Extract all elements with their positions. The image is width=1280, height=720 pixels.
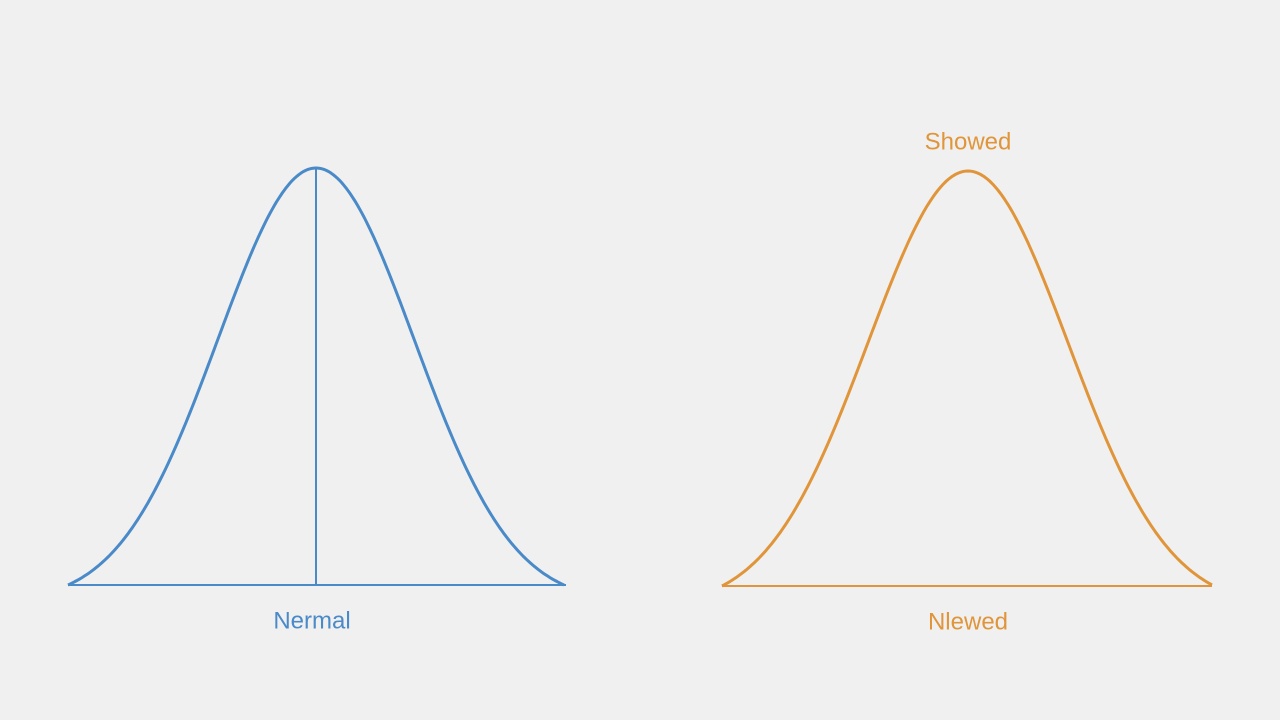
right-bell-curve	[721, 169, 1213, 588]
left-label: Nermal	[273, 607, 350, 634]
right-title: Showed	[925, 128, 1012, 155]
right-label: Nlewed	[928, 608, 1008, 635]
left-bell-curve	[67, 166, 565, 587]
